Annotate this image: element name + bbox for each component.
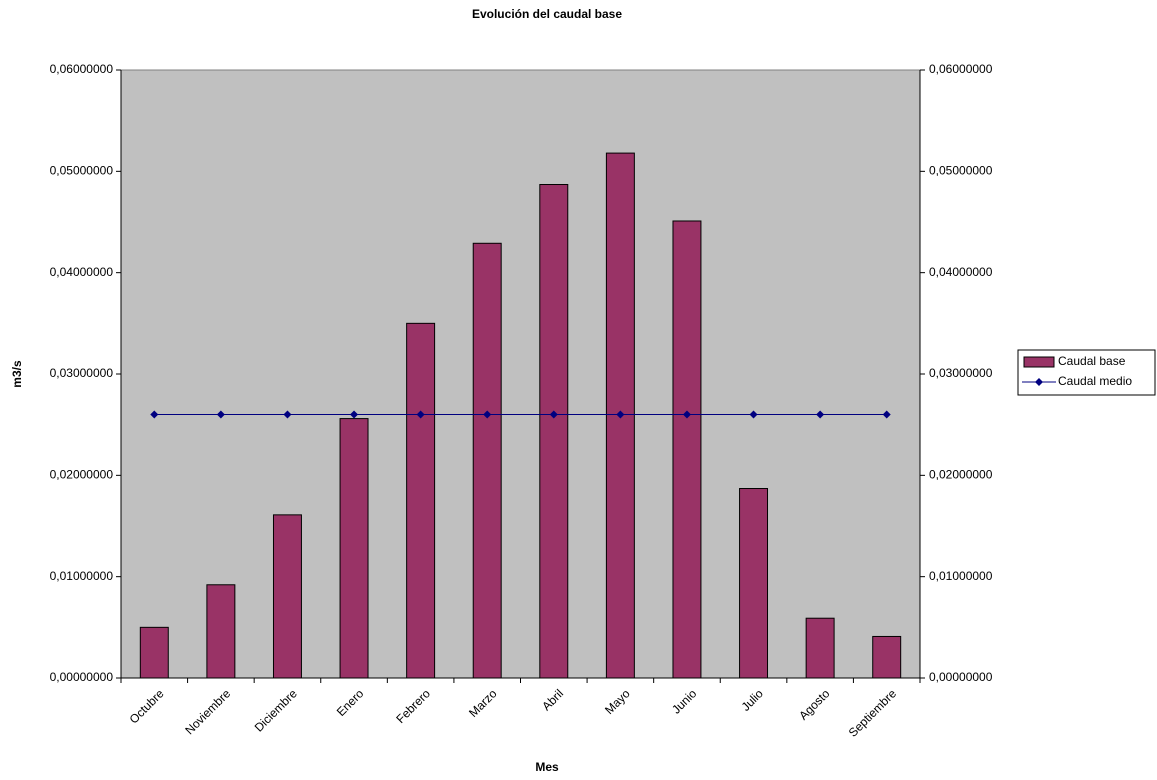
x-tick-label: Mayo [602, 686, 633, 717]
x-tick-label: Julio [739, 686, 767, 714]
marker [416, 410, 425, 419]
bar [272, 514, 302, 679]
marker [749, 410, 758, 419]
bar [672, 220, 702, 679]
y-tick-label: 0,06000000 [50, 62, 114, 76]
marker [616, 410, 625, 419]
y-tick-label: 0,00000000 [50, 670, 114, 684]
legend-swatch [1023, 356, 1055, 368]
y2-tick-label: 0,06000000 [929, 62, 993, 76]
bar [206, 584, 236, 679]
marker [216, 410, 225, 419]
bar [339, 418, 369, 679]
bar [539, 184, 569, 679]
y-tick-label: 0,01000000 [50, 569, 114, 583]
x-tick-label: Octubre [127, 686, 167, 726]
x-tick-label: Junio [669, 686, 699, 716]
bar [472, 242, 502, 679]
y2-tick-label: 0,05000000 [929, 164, 993, 178]
x-tick-label: Enero [334, 686, 367, 719]
marker [882, 410, 891, 419]
bar [805, 617, 835, 679]
marker [150, 410, 159, 419]
bar [406, 322, 436, 679]
y-tick-label: 0,05000000 [50, 164, 114, 178]
y2-tick-label: 0,04000000 [929, 265, 993, 279]
y-tick-label: 0,04000000 [50, 265, 114, 279]
bar [139, 626, 169, 679]
marker [283, 410, 292, 419]
legend-label: Caudal base [1058, 354, 1126, 368]
y2-tick-label: 0,00000000 [929, 670, 993, 684]
y-tick-label: 0,03000000 [50, 366, 114, 380]
x-tick-label: Abril [539, 686, 566, 713]
marker [682, 410, 691, 419]
plot-area [120, 69, 921, 679]
x-tick-label: Noviembre [182, 686, 233, 737]
y-tick-label: 0,02000000 [50, 468, 114, 482]
chart-title: Evolución del caudal base [472, 7, 622, 21]
marker [816, 410, 825, 419]
x-axis-label: Mes [535, 760, 559, 774]
marker [350, 410, 359, 419]
x-tick-label: Marzo [466, 686, 500, 720]
x-tick-label: Agosto [796, 686, 833, 723]
y2-tick-label: 0,01000000 [929, 569, 993, 583]
x-tick-label: Diciembre [252, 686, 300, 734]
bar [872, 635, 902, 679]
x-tick-label: Febrero [393, 686, 433, 726]
legend-marker [1035, 378, 1043, 386]
y-axis-label: m3/s [10, 360, 24, 388]
bar [739, 488, 769, 679]
y2-tick-label: 0,03000000 [929, 366, 993, 380]
marker [483, 410, 492, 419]
marker [549, 410, 558, 419]
y2-tick-label: 0,02000000 [929, 468, 993, 482]
x-tick-label: Septiembre [846, 686, 900, 740]
legend-label: Caudal medio [1058, 374, 1132, 388]
